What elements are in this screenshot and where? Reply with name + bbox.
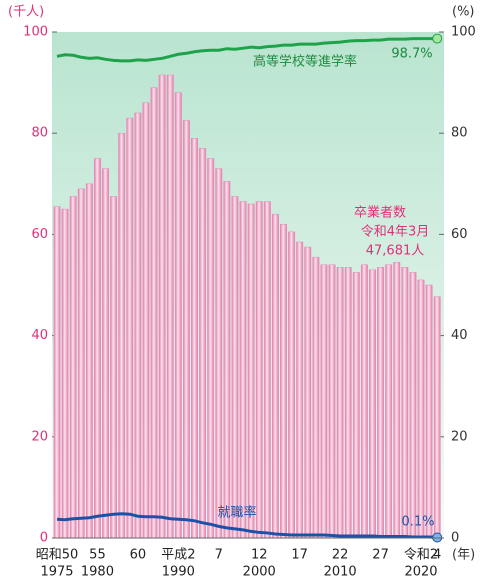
x-tick-label-ad: 2000 bbox=[243, 565, 276, 580]
y2-tick-label: 0 bbox=[451, 531, 459, 546]
bar bbox=[93, 158, 101, 539]
x-unit: (年) bbox=[452, 548, 475, 563]
bar bbox=[69, 196, 77, 539]
x-tick-label-ad: 1980 bbox=[81, 565, 114, 580]
bar bbox=[118, 132, 126, 539]
x-tick-label: 平成2 bbox=[161, 548, 195, 563]
x-tick-label: 令和2 bbox=[404, 548, 438, 563]
y-tick-label: 100 bbox=[23, 25, 48, 40]
bar bbox=[409, 272, 417, 539]
bar bbox=[344, 267, 352, 539]
value-label: 47,681人 bbox=[366, 244, 425, 259]
bar bbox=[239, 201, 247, 539]
bar bbox=[110, 196, 118, 539]
bar bbox=[393, 261, 401, 539]
bar bbox=[247, 203, 255, 539]
bar bbox=[263, 201, 271, 539]
bar bbox=[142, 102, 150, 539]
x-tick-label: 17 bbox=[291, 548, 308, 563]
bar bbox=[134, 112, 142, 539]
bar bbox=[320, 264, 328, 539]
x-tick-label: 60 bbox=[130, 548, 147, 563]
bar bbox=[288, 231, 296, 539]
bar bbox=[53, 206, 61, 539]
series-label: 卒業者数 bbox=[354, 205, 406, 221]
bar bbox=[401, 267, 409, 539]
bar bbox=[280, 224, 287, 539]
bar bbox=[207, 158, 215, 539]
bar bbox=[352, 272, 360, 539]
bar bbox=[336, 267, 344, 539]
x-tick-label-ad: 1975 bbox=[40, 565, 73, 580]
bar bbox=[312, 256, 320, 539]
series-label: 高等学校等進学率 bbox=[253, 54, 357, 70]
bar bbox=[223, 181, 231, 539]
bar bbox=[174, 92, 182, 539]
value-label: 0.1% bbox=[401, 515, 434, 530]
y-tick-label: 0 bbox=[40, 531, 48, 546]
bar bbox=[102, 168, 109, 539]
bar bbox=[191, 138, 198, 539]
line bbox=[56, 512, 438, 539]
bar bbox=[296, 241, 304, 539]
x-tick-label: 4 bbox=[433, 548, 441, 563]
bar bbox=[231, 196, 239, 539]
x-tick-label-ad: 2010 bbox=[324, 565, 357, 580]
x-tick-label-ad: 1990 bbox=[162, 565, 195, 580]
x-tick-label-ad: 2020 bbox=[404, 565, 437, 580]
bar bbox=[433, 296, 441, 539]
bar bbox=[199, 148, 207, 539]
bar bbox=[377, 267, 385, 539]
y2-tick-label: 80 bbox=[451, 126, 468, 141]
bar bbox=[385, 264, 393, 539]
bar bbox=[369, 269, 376, 539]
annotation: 令和4年3月 bbox=[361, 225, 430, 240]
bar bbox=[150, 87, 158, 539]
y-tick-label: 60 bbox=[31, 227, 48, 242]
bar bbox=[304, 246, 312, 539]
bar bbox=[215, 168, 223, 539]
x-tick-label: 22 bbox=[332, 548, 349, 563]
bar bbox=[425, 284, 433, 539]
series-label: 就職率 bbox=[217, 505, 256, 521]
y-tick-label: 80 bbox=[31, 126, 48, 141]
value-label: 98.7% bbox=[391, 47, 432, 62]
y-tick-label: 20 bbox=[31, 429, 48, 444]
y2-tick-label: 40 bbox=[451, 328, 468, 343]
x-tick-label: 昭和50 bbox=[36, 548, 79, 563]
bar bbox=[166, 74, 174, 539]
y-tick-label: 40 bbox=[31, 328, 48, 343]
bar bbox=[126, 117, 134, 539]
end-marker bbox=[432, 33, 443, 44]
bar bbox=[271, 213, 279, 539]
x-tick-label: 55 bbox=[89, 548, 106, 563]
x-tick-label: 27 bbox=[372, 548, 389, 563]
x-tick-label: 12 bbox=[251, 548, 268, 563]
bar bbox=[360, 264, 368, 539]
y2-unit: (%) bbox=[452, 5, 475, 20]
bar bbox=[77, 188, 85, 539]
bar bbox=[158, 74, 166, 539]
end-marker bbox=[432, 532, 443, 543]
bar bbox=[255, 201, 263, 539]
bar bbox=[61, 208, 69, 539]
bar bbox=[182, 120, 190, 539]
y-unit: (千人) bbox=[8, 5, 44, 20]
bar bbox=[328, 264, 336, 539]
x-tick-label: 7 bbox=[215, 548, 223, 563]
bar bbox=[85, 183, 93, 539]
line bbox=[56, 37, 438, 63]
bar bbox=[417, 279, 425, 539]
y2-tick-label: 60 bbox=[451, 227, 468, 242]
y2-tick-label: 20 bbox=[451, 429, 468, 444]
y2-tick-label: 100 bbox=[451, 25, 476, 40]
